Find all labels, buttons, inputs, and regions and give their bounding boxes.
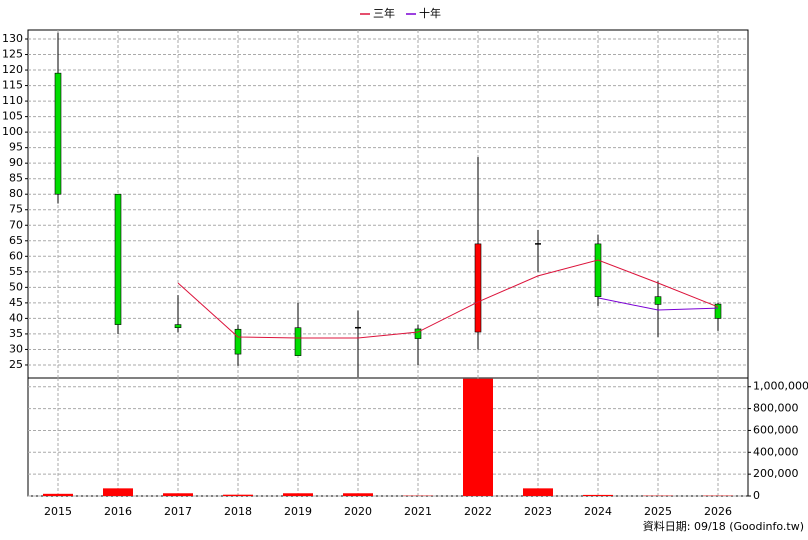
volume-bar bbox=[223, 494, 253, 496]
y-tick-label: 65 bbox=[9, 234, 23, 247]
candle-body bbox=[114, 193, 122, 325]
candle-body bbox=[234, 328, 242, 355]
volume-bar bbox=[343, 493, 373, 496]
x-tick-label: 2024 bbox=[584, 505, 612, 518]
legend-label: 三年 bbox=[373, 6, 395, 20]
y-tick-label: 120 bbox=[2, 63, 23, 76]
y-tick-label: 45 bbox=[9, 296, 23, 309]
y-tick-label: 105 bbox=[2, 110, 23, 123]
y-tick-label: 115 bbox=[2, 79, 23, 92]
volume-bar bbox=[523, 488, 553, 496]
volume-bar bbox=[43, 493, 73, 496]
candle-body bbox=[594, 243, 602, 297]
y-tick-label: 95 bbox=[9, 141, 23, 154]
x-tick-label: 2016 bbox=[104, 505, 132, 518]
y2-tick-label: 200,000 bbox=[753, 467, 799, 480]
candle-body bbox=[654, 296, 662, 305]
y-tick-label: 85 bbox=[9, 172, 23, 185]
volume-bar bbox=[283, 493, 313, 496]
x-tick-label: 2020 bbox=[344, 505, 372, 518]
x-tick-label: 2023 bbox=[524, 505, 552, 518]
y-tick-label: 30 bbox=[9, 342, 23, 355]
volume-frame bbox=[27, 377, 749, 497]
volume-bar bbox=[583, 494, 613, 496]
y-tick-label: 130 bbox=[2, 32, 23, 45]
x-tick-label: 2019 bbox=[284, 505, 312, 518]
y-tick-label: 40 bbox=[9, 311, 23, 324]
legend-label: 十年 bbox=[419, 6, 441, 20]
x-tick-label: 2026 bbox=[704, 505, 732, 518]
y-tick-label: 50 bbox=[9, 280, 23, 293]
y2-tick-label: 800,000 bbox=[753, 402, 799, 415]
x-tick-label: 2022 bbox=[464, 505, 492, 518]
candle-body bbox=[414, 328, 422, 339]
y2-tick-label: 1,000,000 bbox=[753, 380, 808, 393]
x-tick-label: 2018 bbox=[224, 505, 252, 518]
y-tick-label: 55 bbox=[9, 265, 23, 278]
y-tick-label: 125 bbox=[2, 48, 23, 61]
ma-line bbox=[597, 297, 719, 311]
candle-body bbox=[294, 327, 302, 356]
y-tick-label: 70 bbox=[9, 218, 23, 231]
volume-bar bbox=[463, 378, 493, 496]
y-tick-label: 100 bbox=[2, 125, 23, 138]
y-tick-label: 110 bbox=[2, 94, 23, 107]
x-tick-label: 2015 bbox=[44, 505, 72, 518]
y2-tick-label: 600,000 bbox=[753, 423, 799, 436]
y-tick-label: 90 bbox=[9, 156, 23, 169]
y-tick-label: 35 bbox=[9, 327, 23, 340]
y2-tick-label: 0 bbox=[753, 489, 760, 502]
price-frame bbox=[27, 29, 749, 379]
footnote: 資料日期: 09/18 (Goodinfo.tw) bbox=[643, 519, 804, 533]
candle-body bbox=[714, 303, 722, 319]
y-tick-label: 80 bbox=[9, 187, 23, 200]
y-tick-label: 25 bbox=[9, 358, 23, 371]
y-tick-label: 60 bbox=[9, 249, 23, 262]
x-tick-label: 2025 bbox=[644, 505, 672, 518]
x-tick-label: 2021 bbox=[404, 505, 432, 518]
ma-line bbox=[177, 259, 719, 339]
candle-body bbox=[174, 324, 182, 329]
x-tick-label: 2017 bbox=[164, 505, 192, 518]
candle-body bbox=[474, 243, 482, 333]
y2-tick-label: 400,000 bbox=[753, 445, 799, 458]
volume-bar bbox=[103, 488, 133, 496]
candle-body bbox=[54, 72, 62, 195]
volume-bar bbox=[163, 493, 193, 496]
y-tick-label: 75 bbox=[9, 203, 23, 216]
